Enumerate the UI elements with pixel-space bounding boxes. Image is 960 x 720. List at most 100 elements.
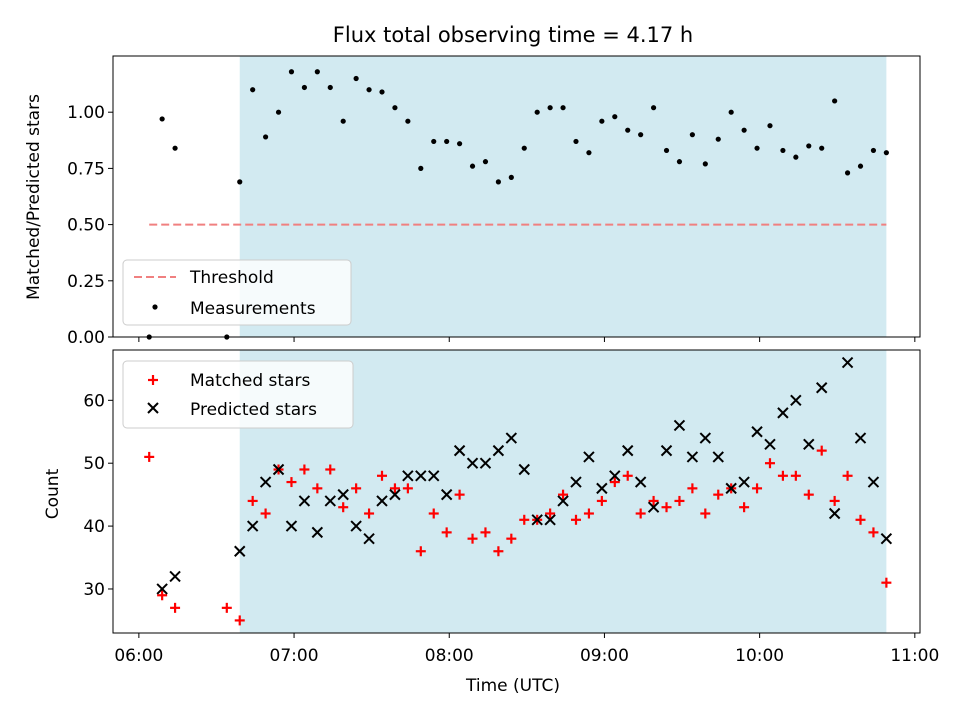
top-legend-box xyxy=(122,259,352,326)
matched-stars-point xyxy=(570,514,581,525)
measurement-point xyxy=(741,127,747,133)
x-tick-label: 11:00 xyxy=(890,646,939,666)
x-tick-label: 08:00 xyxy=(425,646,474,666)
matched-stars-point xyxy=(583,508,594,519)
matched-stars-point xyxy=(157,590,168,601)
measurement-point xyxy=(663,147,670,154)
predicted-stars-point xyxy=(466,457,479,469)
predicted-stars-point xyxy=(285,520,298,532)
matched-stars-point xyxy=(170,602,181,613)
measurement-point xyxy=(521,145,527,151)
measurement-point xyxy=(444,138,450,145)
y-tick-label: 0.75 xyxy=(67,159,105,179)
matched-stars-point xyxy=(480,527,491,538)
measurement-point xyxy=(172,145,178,151)
predicted-stars-point xyxy=(583,451,595,463)
predicted-stars-point xyxy=(570,476,582,488)
measurement-point xyxy=(767,123,773,129)
measurement-point xyxy=(560,105,566,111)
axes-frame xyxy=(112,55,921,338)
matched-stars-point xyxy=(764,458,775,469)
measurement-point xyxy=(857,163,864,169)
measurement-point xyxy=(456,141,463,147)
x-tick-label: 10:00 xyxy=(735,646,784,666)
measurement-point xyxy=(327,84,333,91)
predicted-stars-point xyxy=(828,507,841,520)
measurement-point xyxy=(573,138,579,145)
matched-stars-point xyxy=(221,602,232,613)
measurement-point xyxy=(159,116,165,122)
measurements-legend-swatch xyxy=(152,304,158,310)
matched-stars-point xyxy=(519,514,530,525)
matched-stars-point xyxy=(506,533,517,544)
predicted-stars-point xyxy=(880,532,893,545)
predicted-stars-point xyxy=(363,532,375,545)
matched-stars-point xyxy=(622,470,633,481)
matched-stars-point xyxy=(687,483,698,494)
predicted-stars-point xyxy=(867,476,880,488)
measurement-point xyxy=(780,147,786,154)
measurement-point xyxy=(301,84,308,91)
predicted-stars-point xyxy=(402,470,414,482)
bottom-y-axis-label: Count xyxy=(43,468,63,519)
matched-stars-point xyxy=(454,489,465,500)
top-y-axis-label: Matched/Predicted stars xyxy=(24,94,44,300)
predicted-stars-point xyxy=(415,470,427,482)
predicted-stars-point xyxy=(531,514,543,526)
y-tick-label: 0.25 xyxy=(67,272,105,292)
matched-stars-point xyxy=(338,502,349,513)
predicted-stars-point xyxy=(492,444,505,457)
predicted-stars-point xyxy=(777,407,789,419)
measurement-point xyxy=(353,75,359,82)
matched-stars-point xyxy=(558,489,569,500)
matched-stars-point xyxy=(389,483,400,494)
matched-stars-point xyxy=(234,615,245,626)
predicted-stars-point xyxy=(169,570,181,583)
predicted-stars-point xyxy=(686,451,699,463)
predicted-stars-point xyxy=(298,495,311,507)
predicted-stars-point xyxy=(557,495,569,507)
predicted-stars-point xyxy=(376,495,388,507)
y-tick-label: 30 xyxy=(83,580,105,600)
measurement-point xyxy=(728,109,734,115)
measurement-point xyxy=(754,145,760,151)
matched-stars-point xyxy=(441,527,452,538)
predicted-stars-point xyxy=(234,545,246,557)
measurement-point xyxy=(650,105,657,111)
measurement-point xyxy=(806,143,812,149)
measurement-point xyxy=(715,136,721,142)
y-tick-label: 60 xyxy=(83,391,105,411)
measurement-point xyxy=(508,174,514,180)
matched-stars-point xyxy=(377,470,387,481)
threshold-legend-label: Threshold xyxy=(189,268,274,288)
matched-stars-point xyxy=(881,577,892,588)
predicted-stars-point xyxy=(725,482,737,495)
measurement-point xyxy=(676,159,683,165)
measurement-point xyxy=(418,165,424,171)
matched-stars-point xyxy=(674,495,685,506)
matched-stars-point xyxy=(351,483,362,494)
matched-stars-point xyxy=(325,464,336,475)
matched-stars-point xyxy=(752,483,763,494)
matched-stars-point xyxy=(803,489,814,500)
matched-stars-point xyxy=(842,470,853,481)
matched-stars-point xyxy=(816,445,827,456)
predicted-stars-point xyxy=(854,432,867,444)
measurement-point xyxy=(883,150,889,156)
predicted-legend-swatch xyxy=(147,402,159,414)
measurement-point xyxy=(431,138,437,145)
matched-legend-swatch xyxy=(148,375,158,385)
matched-stars-point xyxy=(260,508,271,519)
matched-stars-point xyxy=(855,514,866,525)
matched-stars-point xyxy=(713,489,724,500)
matched-stars-point xyxy=(467,533,478,544)
predicted-legend-label: Predicted stars xyxy=(190,400,317,420)
measurement-point xyxy=(250,87,256,93)
predicted-stars-point xyxy=(324,495,336,507)
y-tick-label: 40 xyxy=(83,517,105,537)
measurement-point xyxy=(314,69,320,75)
measurement-point xyxy=(405,118,411,124)
predicted-stars-point xyxy=(634,476,647,488)
matched-stars-point xyxy=(700,508,711,519)
